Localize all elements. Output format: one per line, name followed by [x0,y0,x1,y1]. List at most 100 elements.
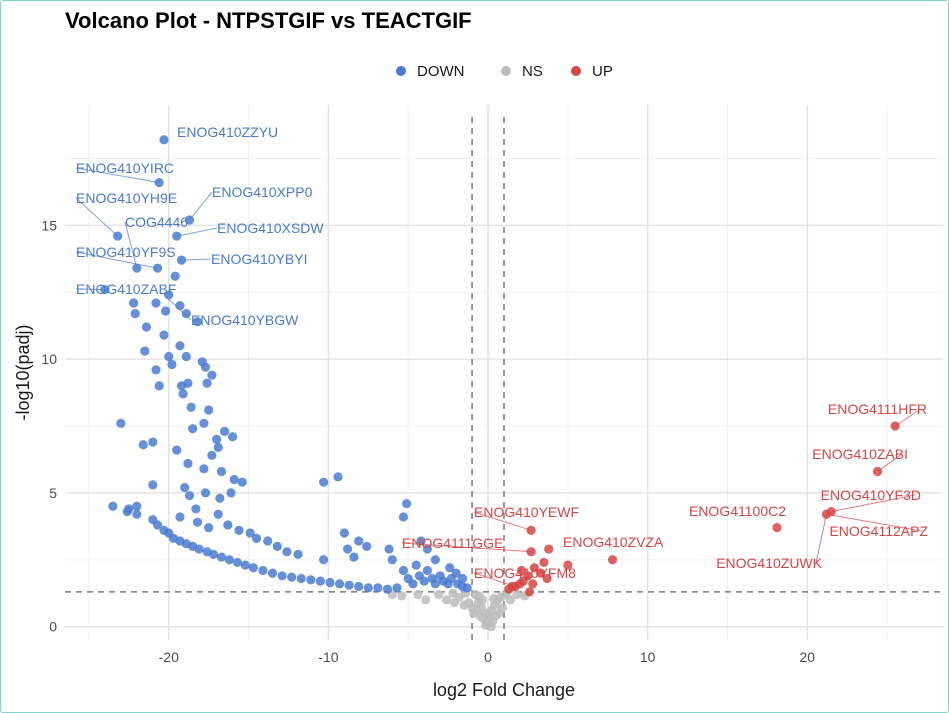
point-down [188,424,198,434]
point-down [344,580,354,590]
point-down [175,301,185,311]
gene-label: ENOG410ZVZA [563,534,664,550]
point-down [293,549,303,560]
gene-label: ENOG410ZZYU [177,124,278,140]
y-tick-label: 0 [49,619,57,635]
point-down [228,432,238,442]
point-down [172,445,182,455]
point-down [130,309,140,319]
point-ns [512,589,522,600]
gene-label: ENOG410YBGW [191,312,299,328]
y-tick-label: 10 [41,351,57,367]
point-down [175,512,185,522]
point-ns [413,589,423,600]
point-down [319,555,329,565]
label-connector [401,542,532,553]
point-down [148,480,158,490]
point-down [108,501,118,511]
point-ns [505,595,515,605]
label-connector [124,221,138,269]
point-down [181,309,191,319]
y-tick-label: 5 [49,485,57,501]
point-down [216,466,227,477]
point-down [392,583,402,593]
point-down [263,536,273,546]
gene-label: ENOG41100C2 [689,503,786,519]
point-down [148,437,158,447]
gene-label: ENOG410YF3D [821,487,921,503]
point-down [152,520,163,530]
point-down [287,572,297,582]
point-down [387,555,397,565]
x-tick-label: 10 [640,649,656,665]
threshold-lines [65,117,943,640]
label-connector [75,288,105,291]
label-connector [831,494,916,513]
gene-label: ENOG4112APZ [829,523,928,539]
point-down [116,418,126,428]
label-connector [877,453,903,472]
point-up [772,523,782,533]
point-down [248,563,258,573]
x-axis-ticks: -20 -10 0 10 20 [159,649,816,665]
point-down [200,362,211,372]
point-down [129,298,139,308]
legend-key-ns [501,66,511,76]
gene-label: ENOG410XPP0 [212,184,313,200]
point-down [199,418,209,428]
legend-key-down [396,66,406,76]
gene-label: ENOG410ZABI [812,446,908,462]
label-connector [181,258,212,261]
point-down [232,557,243,568]
legend-key-up [571,66,581,76]
point-ns [441,595,452,605]
point-down [184,490,195,501]
point-down [178,389,188,399]
point-down [446,573,456,584]
point-down [296,573,306,584]
point-ns [474,591,484,601]
point-ns [397,591,407,601]
gene-label: ENOG410YFM8 [474,565,576,581]
gene-label: ENOG410ZABF [76,281,176,297]
point-ns [497,603,508,613]
point-up [544,544,554,554]
point-ns [484,609,494,620]
point-down [192,317,203,327]
point-down [229,474,239,485]
point-ns [448,588,458,598]
point-down [419,576,429,586]
label-connector [189,191,213,221]
point-down [245,528,255,538]
label-connector [163,294,192,321]
label-connector [75,167,160,184]
point-down [199,464,209,474]
x-tick-label: -10 [318,649,338,665]
point-down [213,442,223,452]
point-down [319,477,329,487]
point-up [528,579,538,589]
point-down [175,341,185,351]
point-down [181,351,191,362]
point-down [138,440,148,450]
point-up [536,568,546,578]
point-down [176,381,187,391]
label-connector [826,513,923,532]
chart-title: Volcano Plot - NTPSTGIF vs TEACTGIF [65,8,472,33]
point-ns [489,593,499,604]
point-down [207,450,217,461]
label-connector [815,514,827,564]
gene-label: ENOG410YF9S [76,244,176,260]
point-down [132,501,142,511]
x-tick-label: 0 [484,649,492,665]
point-down [154,381,164,391]
point-down [224,555,235,565]
point-down [159,330,169,340]
point-down [204,405,214,415]
point-down [213,509,223,519]
point-up [539,557,549,568]
point-down [430,579,440,589]
gene-label: COG4446 [125,214,188,230]
point-down [362,541,372,551]
point-down [408,579,418,589]
